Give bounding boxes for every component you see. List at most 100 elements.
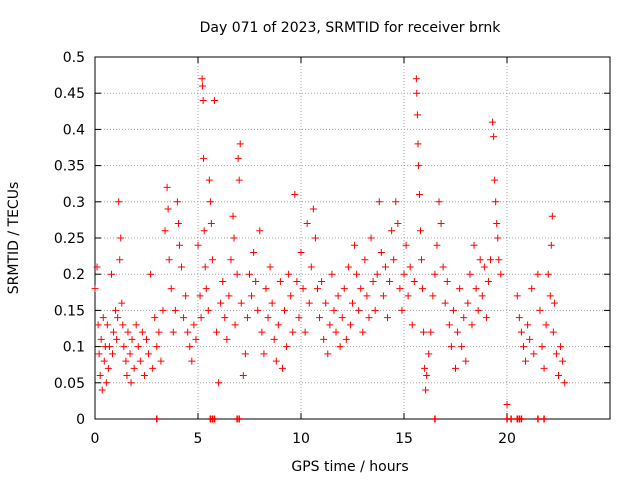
data-point bbox=[492, 198, 500, 206]
data-point bbox=[295, 314, 303, 322]
data-point bbox=[328, 270, 336, 278]
y-tick-label: 0.15 bbox=[54, 303, 85, 319]
data-point bbox=[208, 256, 216, 264]
data-point bbox=[548, 212, 556, 220]
data-point bbox=[258, 328, 266, 336]
data-point bbox=[197, 314, 205, 322]
data-point bbox=[377, 248, 385, 256]
data-point bbox=[178, 263, 186, 271]
data-point bbox=[398, 306, 406, 314]
data-point bbox=[517, 328, 525, 336]
data-point bbox=[174, 220, 182, 228]
data-point bbox=[213, 328, 221, 336]
data-point bbox=[326, 321, 334, 329]
data-point bbox=[441, 299, 449, 307]
data-points bbox=[91, 75, 569, 423]
zero-marker bbox=[210, 415, 218, 423]
data-point bbox=[287, 292, 295, 300]
data-point bbox=[402, 241, 410, 249]
data-point bbox=[246, 270, 253, 278]
data-point bbox=[116, 256, 124, 264]
data-point bbox=[342, 335, 350, 343]
y-tick-label: 0.05 bbox=[54, 376, 85, 392]
x-tick-label: 20 bbox=[498, 431, 516, 447]
data-point bbox=[169, 328, 177, 336]
data-point bbox=[454, 328, 462, 336]
zero-marker bbox=[517, 415, 525, 423]
data-point bbox=[235, 176, 243, 184]
data-point bbox=[99, 314, 107, 322]
data-point bbox=[140, 372, 148, 380]
data-point bbox=[122, 357, 130, 365]
y-tick-label: 0.35 bbox=[54, 159, 85, 175]
data-point bbox=[270, 335, 278, 343]
data-point bbox=[460, 314, 468, 322]
data-point bbox=[437, 220, 445, 228]
data-point bbox=[522, 357, 530, 365]
y-tick-label: 0.4 bbox=[63, 122, 85, 138]
data-point bbox=[449, 306, 457, 314]
data-point bbox=[207, 220, 215, 228]
data-point bbox=[248, 292, 256, 300]
data-point bbox=[173, 198, 181, 206]
data-point bbox=[491, 176, 499, 184]
y-tick-label: 0.25 bbox=[54, 231, 85, 247]
data-point bbox=[355, 306, 363, 314]
data-point bbox=[375, 198, 383, 206]
data-point bbox=[495, 256, 503, 264]
data-point bbox=[542, 321, 550, 329]
data-point bbox=[466, 270, 474, 278]
data-point bbox=[114, 314, 122, 322]
data-point bbox=[320, 335, 328, 343]
data-point bbox=[464, 299, 472, 307]
data-point bbox=[205, 176, 213, 184]
data-point bbox=[388, 227, 396, 235]
data-point bbox=[110, 328, 118, 336]
data-point bbox=[206, 198, 214, 206]
data-point bbox=[322, 299, 330, 307]
data-point bbox=[243, 314, 251, 322]
data-point bbox=[145, 350, 153, 358]
data-point bbox=[425, 350, 433, 358]
data-point bbox=[163, 183, 171, 191]
data-point bbox=[443, 277, 451, 285]
data-point bbox=[285, 270, 293, 278]
x-tick-label: 15 bbox=[395, 431, 413, 447]
data-point bbox=[373, 270, 381, 278]
data-point bbox=[552, 350, 560, 358]
data-point bbox=[392, 198, 400, 206]
data-point bbox=[534, 270, 542, 278]
data-point bbox=[97, 335, 105, 343]
data-point bbox=[493, 220, 501, 228]
data-point bbox=[94, 321, 102, 329]
data-point bbox=[130, 364, 138, 372]
data-point bbox=[412, 75, 420, 83]
x-tick-label: 10 bbox=[292, 431, 310, 447]
data-point bbox=[229, 212, 237, 220]
data-point bbox=[557, 343, 565, 351]
data-point bbox=[149, 364, 157, 372]
data-point bbox=[526, 335, 534, 343]
y-tick-label: 0 bbox=[76, 412, 85, 428]
data-point bbox=[346, 321, 354, 329]
y-tick-label: 0.5 bbox=[63, 50, 85, 66]
data-point bbox=[431, 270, 439, 278]
data-point bbox=[414, 162, 422, 170]
data-point bbox=[128, 335, 136, 343]
data-point bbox=[151, 314, 159, 322]
data-point bbox=[117, 234, 125, 242]
data-point bbox=[167, 285, 175, 293]
x-axis-label: GPS time / hours bbox=[291, 459, 408, 475]
data-point bbox=[236, 140, 244, 148]
y-tick-label: 0.2 bbox=[63, 267, 85, 283]
data-point bbox=[394, 220, 402, 228]
data-point bbox=[363, 292, 371, 300]
data-point bbox=[103, 321, 111, 329]
data-point bbox=[210, 96, 218, 104]
data-point bbox=[266, 263, 274, 271]
data-point bbox=[462, 357, 470, 365]
data-point bbox=[307, 263, 315, 271]
data-point bbox=[544, 270, 552, 278]
data-point bbox=[303, 220, 311, 228]
